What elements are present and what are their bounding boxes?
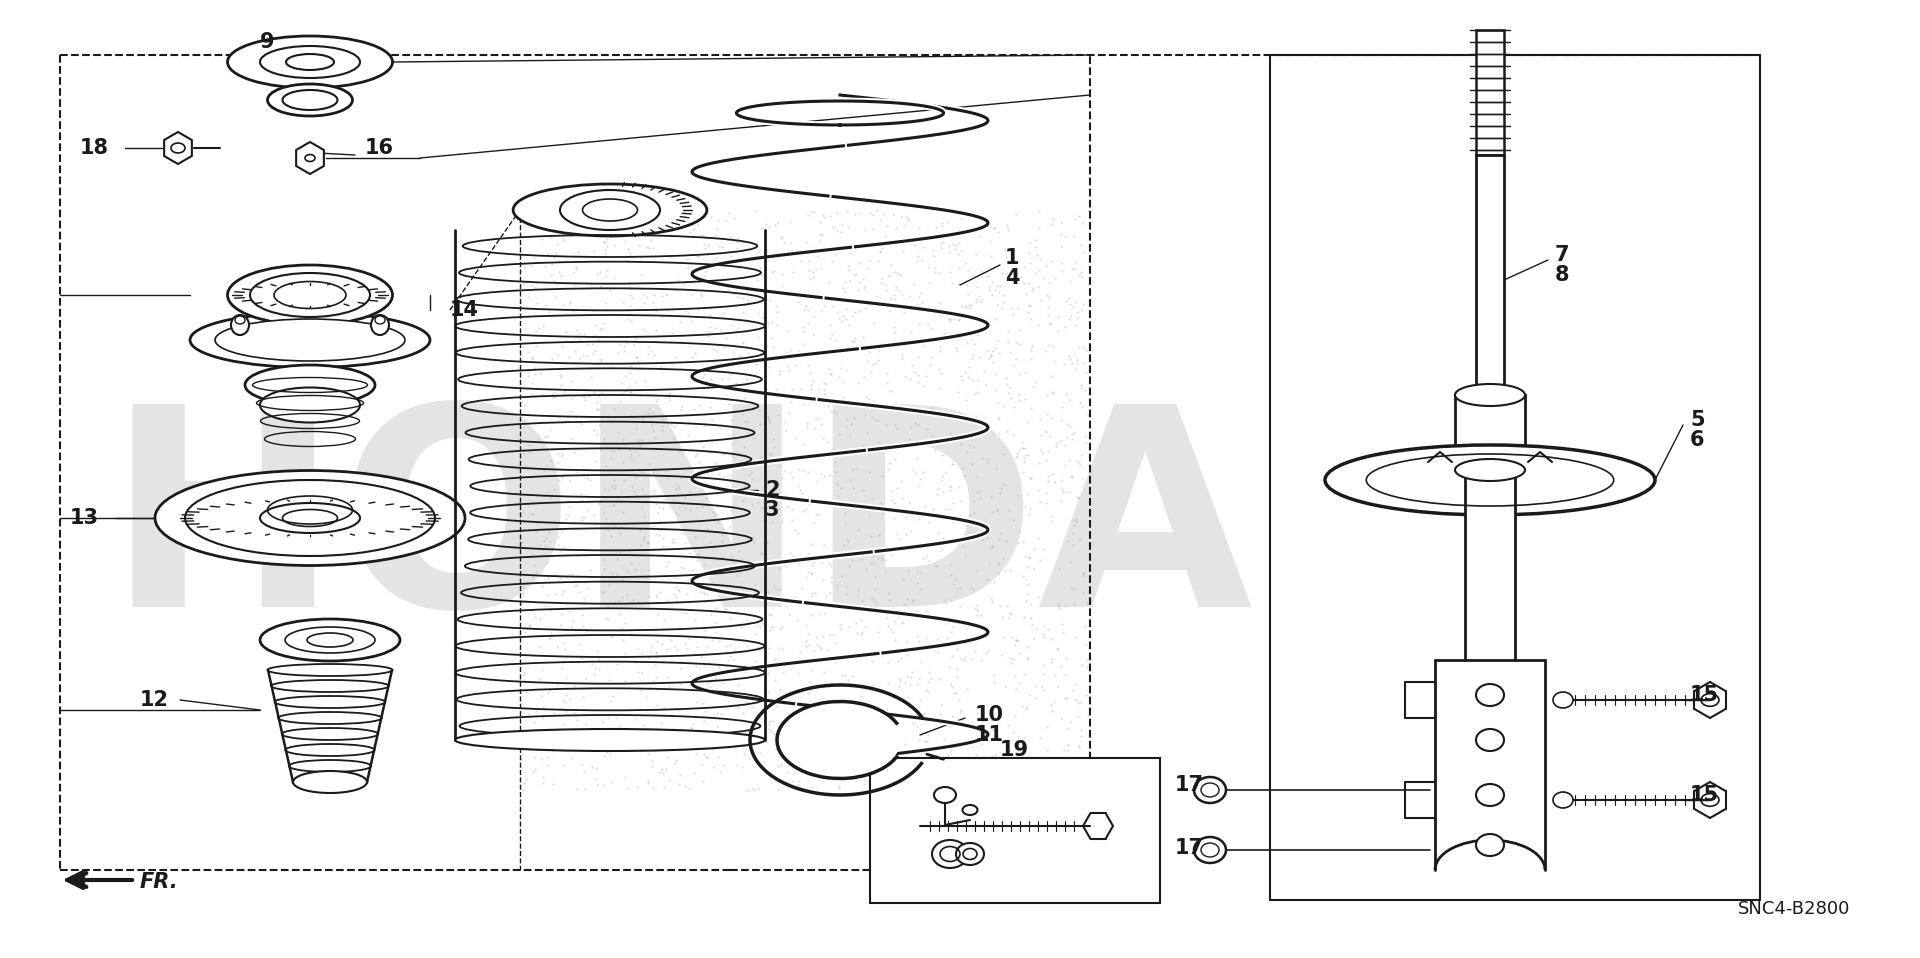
Text: FR.: FR. [140, 872, 179, 892]
Ellipse shape [513, 184, 707, 236]
Bar [1455, 395, 1524, 470]
Ellipse shape [227, 265, 392, 325]
Text: 15: 15 [1690, 785, 1718, 805]
Text: 15: 15 [1690, 685, 1718, 705]
Ellipse shape [1553, 792, 1572, 808]
Ellipse shape [284, 627, 374, 653]
Ellipse shape [230, 315, 250, 335]
Ellipse shape [250, 273, 371, 317]
Ellipse shape [234, 316, 246, 324]
Ellipse shape [259, 619, 399, 661]
Ellipse shape [956, 843, 983, 865]
Ellipse shape [246, 365, 374, 405]
Text: SNC4-B2800: SNC4-B2800 [1738, 900, 1851, 918]
Ellipse shape [259, 46, 361, 78]
Ellipse shape [294, 771, 367, 793]
Text: 6: 6 [1690, 430, 1705, 450]
Text: 14: 14 [449, 300, 478, 320]
Text: 12: 12 [140, 690, 169, 710]
Text: 2: 2 [764, 480, 780, 500]
Ellipse shape [267, 84, 353, 116]
Ellipse shape [156, 470, 465, 565]
Ellipse shape [455, 729, 764, 751]
Bar [1465, 470, 1515, 660]
Ellipse shape [1455, 384, 1524, 406]
Polygon shape [296, 142, 324, 174]
Ellipse shape [1476, 729, 1503, 751]
Text: HONDA: HONDA [108, 395, 1254, 665]
Ellipse shape [184, 480, 436, 556]
Text: 5: 5 [1690, 410, 1705, 430]
Ellipse shape [780, 703, 900, 777]
FancyArrowPatch shape [73, 873, 132, 887]
Text: 11: 11 [975, 725, 1004, 745]
Text: 3: 3 [764, 500, 780, 520]
Ellipse shape [1194, 777, 1227, 803]
Ellipse shape [259, 503, 361, 533]
Ellipse shape [1455, 459, 1524, 481]
Bar [870, 758, 1160, 903]
Ellipse shape [931, 840, 968, 868]
Ellipse shape [171, 143, 184, 153]
Bar [1476, 155, 1503, 395]
Ellipse shape [305, 154, 315, 162]
Ellipse shape [227, 36, 392, 88]
Text: 16: 16 [365, 138, 394, 158]
Bar [1476, 30, 1503, 155]
Ellipse shape [374, 316, 386, 324]
Text: 10: 10 [975, 705, 1004, 725]
Ellipse shape [933, 787, 956, 803]
Ellipse shape [962, 805, 977, 815]
Ellipse shape [282, 510, 338, 527]
Ellipse shape [215, 319, 405, 361]
Ellipse shape [1476, 834, 1503, 856]
Ellipse shape [286, 54, 334, 70]
Text: 18: 18 [81, 138, 109, 158]
Text: 9: 9 [259, 32, 275, 52]
Ellipse shape [1194, 837, 1227, 863]
Ellipse shape [307, 633, 353, 647]
Text: 19: 19 [1000, 740, 1029, 760]
Text: 13: 13 [69, 508, 100, 528]
Polygon shape [163, 132, 192, 164]
Text: 4: 4 [1004, 268, 1020, 288]
Ellipse shape [1325, 445, 1655, 515]
Text: 8: 8 [1555, 265, 1569, 285]
Ellipse shape [1553, 692, 1572, 708]
Text: 7: 7 [1555, 245, 1569, 265]
Ellipse shape [275, 282, 346, 308]
Ellipse shape [1476, 684, 1503, 706]
Ellipse shape [282, 90, 338, 110]
Text: 17: 17 [1175, 775, 1204, 795]
Ellipse shape [259, 387, 361, 422]
Text: 17: 17 [1175, 838, 1204, 858]
Ellipse shape [190, 312, 430, 368]
Ellipse shape [371, 315, 390, 335]
Text: 1: 1 [1004, 248, 1020, 268]
Ellipse shape [1476, 784, 1503, 806]
